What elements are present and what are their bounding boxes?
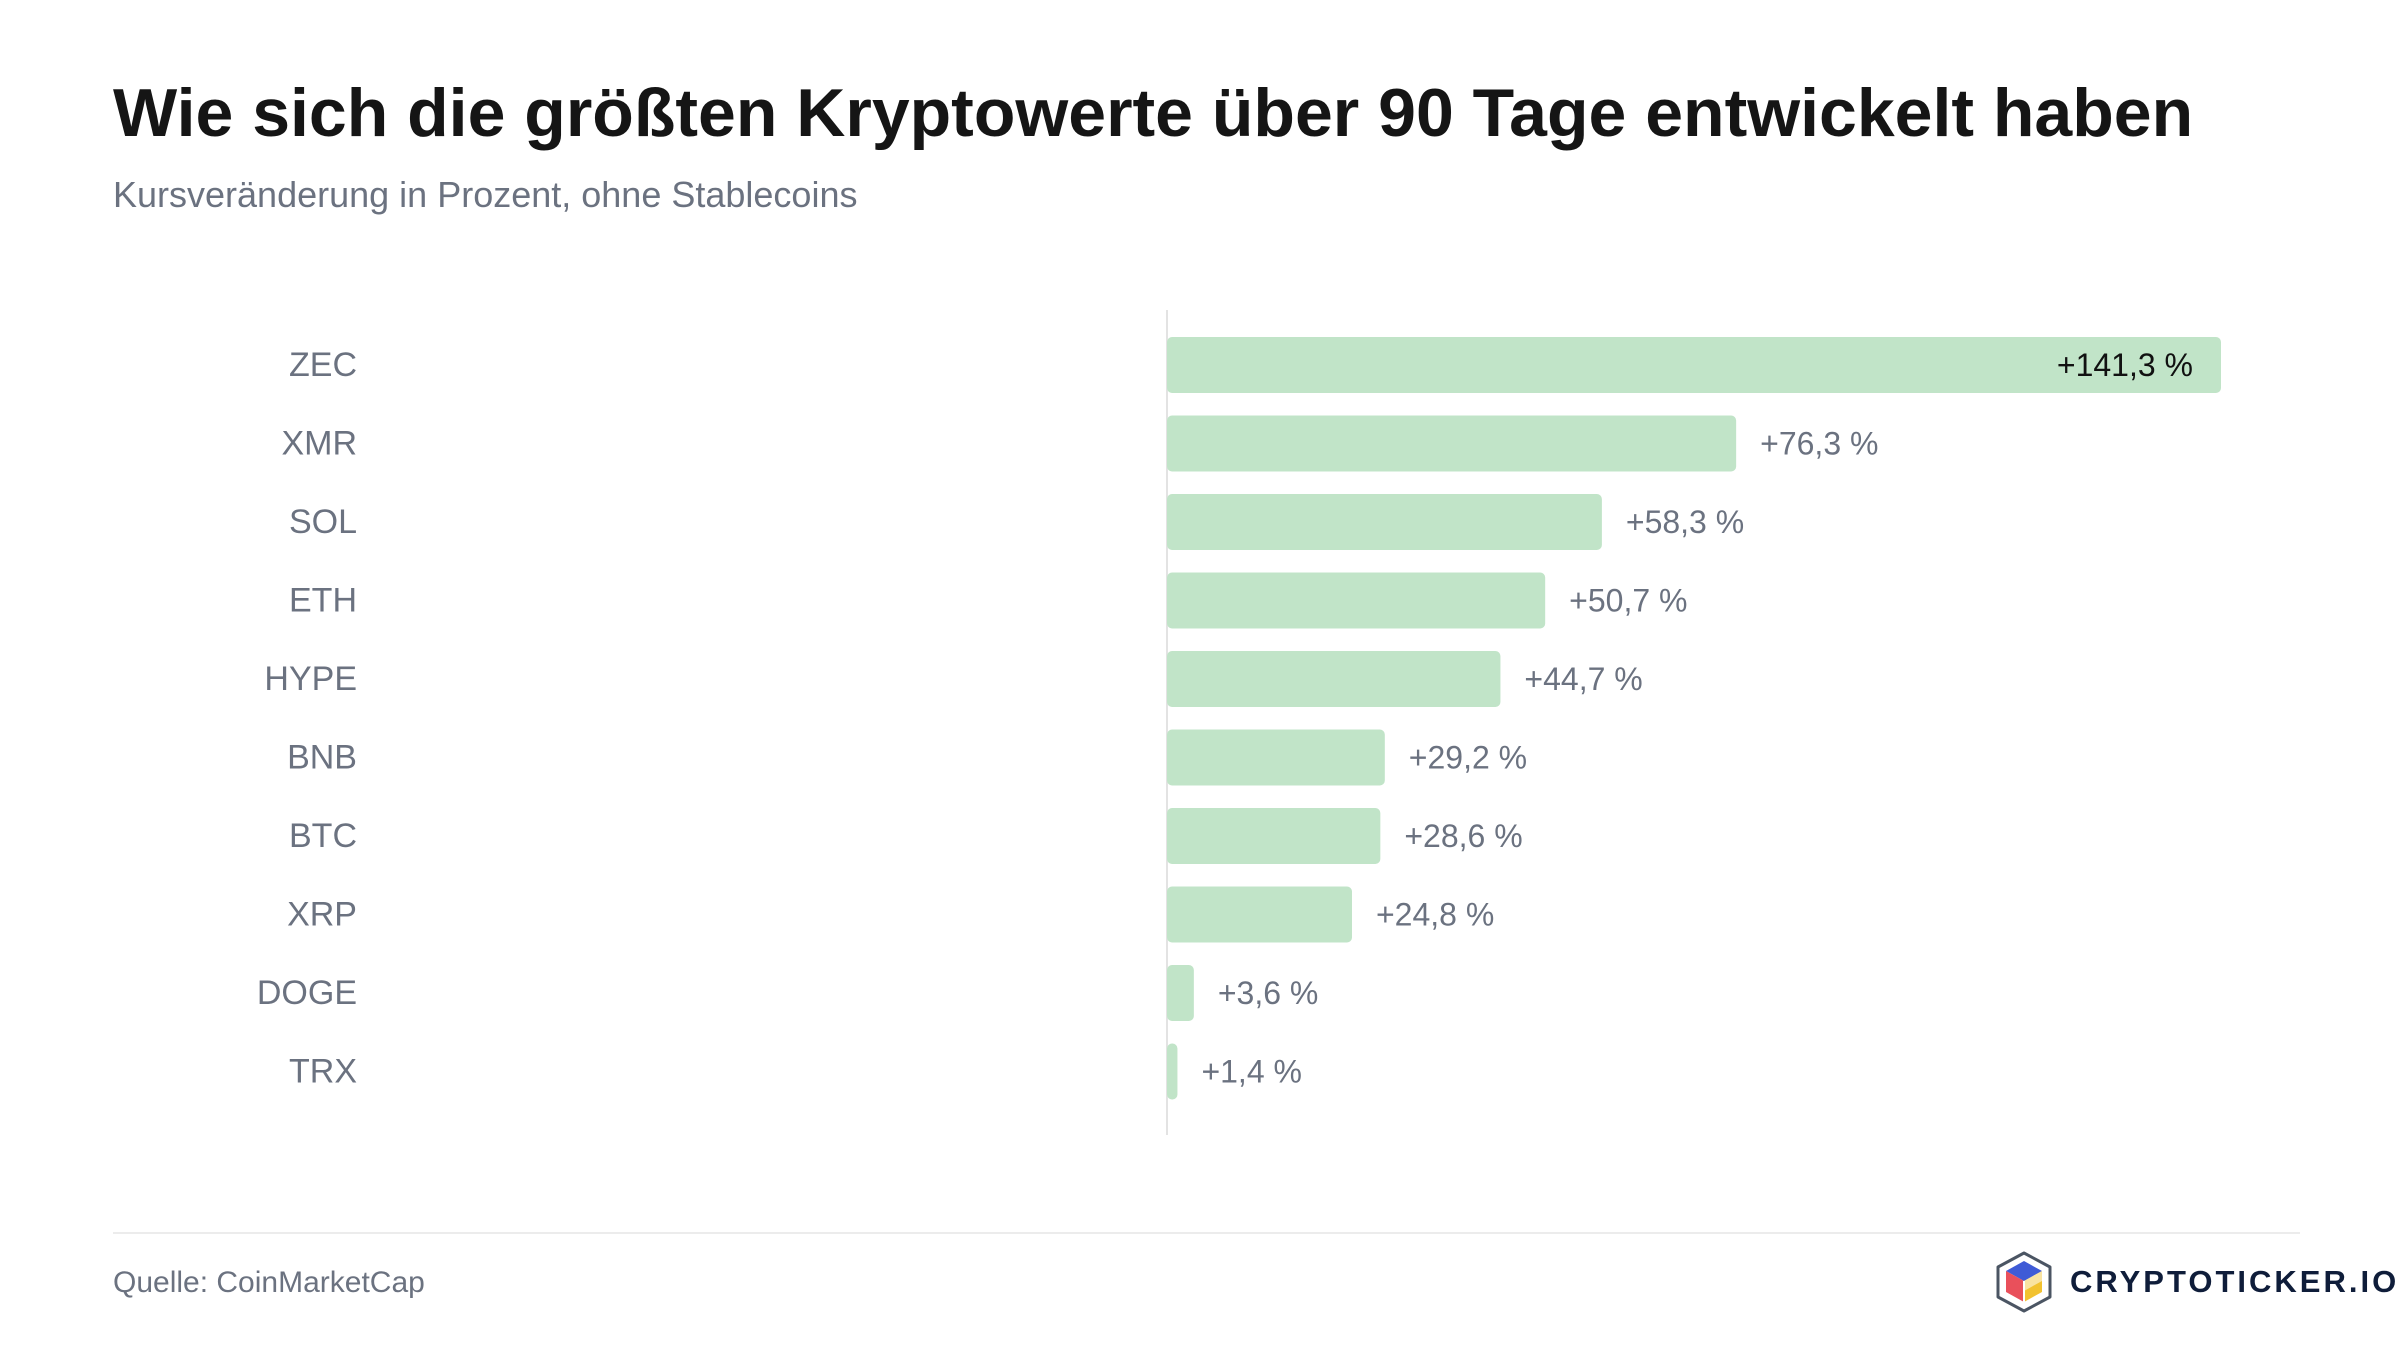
- category-label: BNB: [287, 739, 357, 777]
- cube-logo-icon: [1996, 1251, 2052, 1313]
- bar-xrp: [1167, 886, 1352, 943]
- category-label: DOGE: [257, 974, 357, 1012]
- category-label: TRX: [289, 1053, 357, 1091]
- value-label: +50,7 %: [1569, 583, 1687, 619]
- category-label: BTC: [289, 817, 357, 855]
- chart-title: Wie sich die größten Kryptowerte über 90…: [113, 75, 2194, 151]
- value-label: +44,7 %: [1524, 661, 1642, 697]
- bar-hype: [1167, 651, 1501, 707]
- value-label: +58,3 %: [1626, 504, 1744, 540]
- value-label: +28,6 %: [1404, 818, 1522, 854]
- bar-doge: [1167, 965, 1194, 1021]
- value-label: +141,3 %: [2057, 347, 2193, 383]
- bar-sol: [1167, 494, 1602, 550]
- footer-divider: [113, 1232, 2300, 1234]
- bar-btc: [1167, 808, 1381, 864]
- value-label: +1,4 %: [1201, 1054, 1302, 1090]
- category-label: XRP: [287, 896, 357, 934]
- brand: CRYPTOTICKER.IO: [1992, 1250, 2399, 1314]
- category-label: SOL: [289, 503, 357, 541]
- bar-trx: [1167, 1043, 1178, 1100]
- category-label: ZEC: [289, 346, 357, 384]
- category-label: XMR: [281, 425, 357, 463]
- chart-subtitle: Kursveränderung in Prozent, ohne Stablec…: [113, 174, 858, 215]
- bar-eth: [1167, 572, 1546, 629]
- bar-bnb: [1167, 729, 1385, 786]
- value-label: +3,6 %: [1218, 975, 1319, 1011]
- value-label: +24,8 %: [1376, 897, 1494, 933]
- category-label: ETH: [289, 582, 357, 620]
- value-label: +29,2 %: [1409, 740, 1527, 776]
- bar-zec: [1167, 337, 2221, 393]
- bar-xmr: [1167, 415, 1737, 472]
- brand-name: CRYPTOTICKER.IO: [2070, 1264, 2400, 1299]
- source-note: Quelle: CoinMarketCap: [113, 1266, 425, 1299]
- value-label: +76,3 %: [1760, 426, 1878, 462]
- category-label: HYPE: [264, 660, 357, 698]
